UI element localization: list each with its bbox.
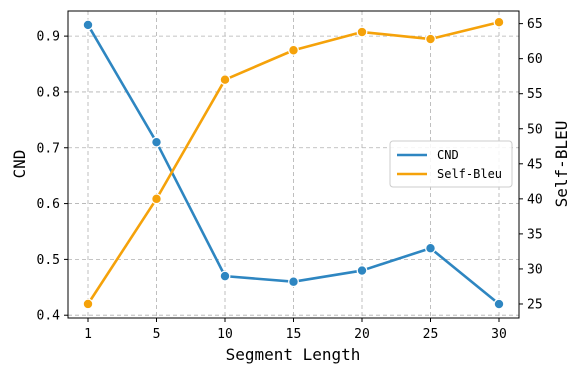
axes: 1 5 10 15 20 25 300.40.50.60.70.80.92530354045… xyxy=(37,10,543,342)
series-self-bleu xyxy=(82,16,505,310)
data-point-self-bleu xyxy=(288,44,299,56)
x-tick-label: 15 xyxy=(286,327,302,342)
left-y-axis-title: CND xyxy=(10,150,29,179)
x-tick-label: 1 xyxy=(84,327,92,342)
data-point-self-bleu xyxy=(219,74,231,86)
legend: CND Self-Bleu xyxy=(389,140,513,188)
data-point-self-bleu xyxy=(493,16,505,28)
right-y-tick-label: 45 xyxy=(527,157,543,172)
series-layer xyxy=(82,16,505,310)
data-point-cnd xyxy=(493,298,505,310)
x-tick-label: 5 xyxy=(153,327,161,342)
x-tick-label: 20 xyxy=(354,327,370,342)
series-cnd xyxy=(82,19,505,310)
left-y-tick-label: 0.5 xyxy=(37,253,60,268)
data-point-cnd xyxy=(356,265,368,276)
legend-label-cnd: CND xyxy=(437,148,459,162)
data-point-self-bleu xyxy=(425,33,436,45)
x-axis-title: Segment Length xyxy=(226,345,361,364)
left-y-tick-label: 0.7 xyxy=(37,141,60,156)
right-y-tick-label: 60 xyxy=(527,52,543,67)
right-y-tick-label: 30 xyxy=(527,262,543,277)
data-point-cnd xyxy=(425,242,436,254)
right-y-tick-label: 40 xyxy=(527,192,543,207)
x-tick-label: 30 xyxy=(491,327,507,342)
right-y-tick-label: 50 xyxy=(527,122,543,137)
right-y-tick-label: 65 xyxy=(527,17,543,32)
data-point-cnd xyxy=(288,276,299,288)
right-y-tick-label: 25 xyxy=(527,297,543,312)
right-y-tick-label: 35 xyxy=(527,227,543,242)
data-point-cnd xyxy=(219,270,231,282)
data-point-cnd xyxy=(82,19,94,31)
left-y-tick-label: 0.4 xyxy=(37,309,61,324)
legend-label-self-bleu: Self-Bleu xyxy=(437,167,502,181)
x-tick-label: 25 xyxy=(423,327,439,342)
left-y-tick-label: 0.8 xyxy=(37,85,60,100)
legend-box xyxy=(389,140,513,188)
right-y-axis-title: Self-BLEU xyxy=(552,121,569,208)
data-point-self-bleu xyxy=(356,26,368,38)
right-y-tick-label: 55 xyxy=(527,87,543,102)
left-y-tick-label: 0.6 xyxy=(37,197,60,212)
left-y-tick-label: 0.9 xyxy=(37,30,60,45)
data-point-self-bleu xyxy=(82,298,94,310)
data-point-self-bleu xyxy=(151,193,162,205)
x-tick-label: 10 xyxy=(217,327,233,342)
plot-frame xyxy=(67,10,520,319)
data-point-cnd xyxy=(151,136,162,148)
